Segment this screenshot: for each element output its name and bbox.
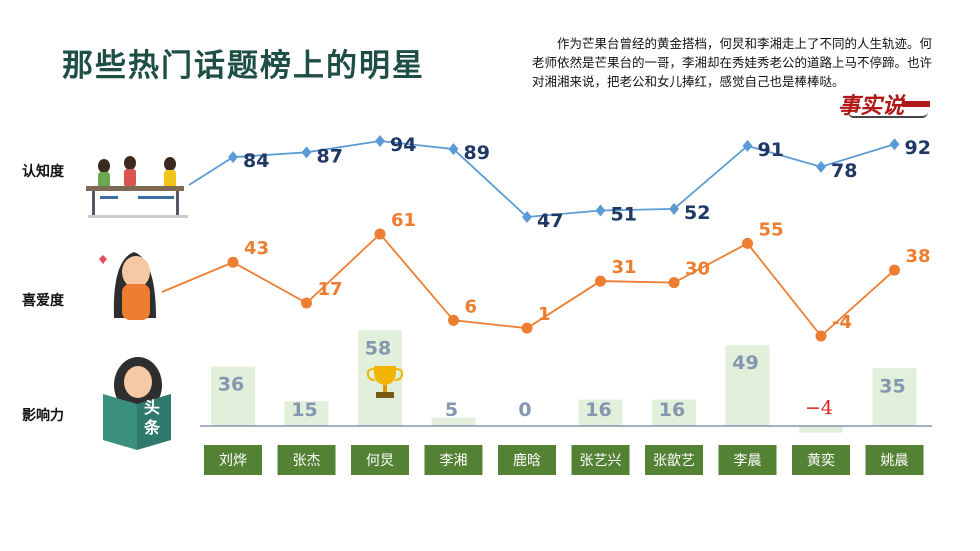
- name-box: [718, 445, 777, 475]
- liking-point: [374, 228, 386, 240]
- influence-bar: [872, 368, 917, 426]
- awareness-point: [742, 139, 753, 152]
- category-label: 姚晨: [881, 453, 909, 469]
- awareness-value-label: 52: [684, 202, 710, 224]
- liking-point: [889, 264, 900, 276]
- trophy-icon: [366, 366, 404, 398]
- influence-bar: [652, 399, 696, 426]
- awareness-value-label: 84: [243, 150, 269, 172]
- category-label: 李晨: [734, 453, 762, 469]
- influence-value-label: 35: [879, 375, 905, 397]
- name-box: [424, 445, 483, 475]
- category-label: 李湘: [440, 453, 468, 469]
- category-label: 张艺兴: [580, 453, 622, 469]
- awareness-point: [301, 146, 312, 159]
- awareness-value-label: 91: [758, 139, 784, 161]
- liking-point: [301, 297, 312, 309]
- category-label: 何炅: [366, 453, 394, 469]
- liking-value-label: 6: [465, 296, 478, 317]
- heart-icon: [99, 255, 107, 264]
- influence-value-label: 0: [518, 399, 531, 421]
- category-label: 张杰: [293, 453, 321, 469]
- liking-point: [448, 314, 459, 326]
- influence-value-label: 49: [732, 352, 758, 374]
- influence-value-label: −4: [805, 397, 833, 419]
- awareness-value-label: 51: [611, 204, 637, 226]
- page-title: 那些热门话题榜上的明星: [62, 48, 425, 84]
- awareness-point: [228, 151, 238, 164]
- awareness-point: [375, 135, 385, 147]
- awareness-value-label: 92: [905, 137, 931, 159]
- category-label: 刘烨: [219, 453, 247, 469]
- influence-bar: [799, 426, 843, 433]
- name-box: [792, 445, 850, 475]
- name-labels: 刘烨 张杰 何炅 李湘 鹿晗 张艺兴 张歆艺 李晨 黄奕 姚晨: [204, 445, 924, 475]
- influence-value-label: 16: [659, 399, 685, 421]
- row-label-liking: 喜爱度: [22, 293, 64, 309]
- awareness-point: [522, 211, 532, 223]
- liking-value-label: 55: [759, 219, 784, 240]
- badge-text-1: 头: [144, 398, 160, 417]
- awareness-value-label: 87: [317, 145, 343, 167]
- influence-value-label: 5: [445, 399, 458, 421]
- awareness-point: [669, 202, 679, 215]
- category-label: 张歆艺: [653, 453, 695, 469]
- row-label-awareness: 认知度: [22, 164, 64, 180]
- team-table-icon: [86, 156, 188, 218]
- influence-value-label: 36: [218, 374, 244, 396]
- awareness-value-label: 94: [390, 134, 416, 156]
- name-box: [204, 445, 262, 475]
- liking-point: [227, 256, 239, 268]
- girl-icon: [99, 252, 156, 320]
- awareness-point: [816, 160, 826, 173]
- influence-value-label: 16: [585, 399, 611, 421]
- influence-bar: [431, 417, 476, 426]
- liking-value-label: 17: [318, 279, 343, 300]
- influence-bar: [578, 399, 623, 426]
- awareness-point: [889, 138, 900, 151]
- awareness-line: [188, 140, 895, 218]
- logo-underline: [848, 112, 928, 118]
- influence-bar: [284, 401, 329, 426]
- awareness-value-label: 47: [537, 210, 563, 232]
- awareness-point: [448, 143, 459, 156]
- liking-value-label: 31: [612, 257, 637, 278]
- liking-line: [161, 232, 896, 338]
- liking-value-label: 30: [685, 259, 710, 280]
- liking-point: [668, 277, 680, 289]
- row-label-influence: 影响力: [22, 408, 64, 424]
- liking-point: [595, 275, 606, 287]
- badge-text-2: 条: [143, 418, 161, 437]
- liking-point: [521, 322, 533, 334]
- liking-value-label: 1: [538, 304, 551, 325]
- name-box: [865, 445, 924, 475]
- reader-icon: 头 条: [103, 357, 171, 450]
- liking-point: [815, 330, 827, 342]
- awareness-value-label: 78: [831, 160, 857, 182]
- liking-point: [742, 237, 753, 249]
- influence-bars: 36 15 58 5 0 16 16 49 −4 35: [211, 330, 917, 433]
- name-box: [571, 445, 630, 475]
- influence-bar: [725, 345, 770, 426]
- influence-value-label: 58: [365, 337, 391, 359]
- awareness-point: [595, 204, 606, 217]
- name-box: [645, 445, 703, 475]
- liking-value-label: 38: [906, 246, 931, 267]
- name-box: [498, 445, 556, 475]
- awareness-value-label: 89: [464, 142, 490, 164]
- name-box: [351, 445, 409, 475]
- liking-value-label: -4: [832, 312, 852, 333]
- logo-stamp: [902, 101, 930, 107]
- influence-value-label: 15: [291, 399, 317, 421]
- name-box: [277, 445, 336, 475]
- category-label: 黄奕: [807, 452, 835, 469]
- liking-value-label: 43: [244, 238, 269, 259]
- description-text: 作为芒果台曾经的黄金搭档，何炅和李湘走上了不同的人生轨迹。何老师依然是芒果台的一…: [532, 36, 933, 89]
- category-label: 鹿晗: [513, 452, 541, 469]
- influence-bar: [211, 366, 255, 426]
- liking-value-label: 61: [391, 210, 416, 231]
